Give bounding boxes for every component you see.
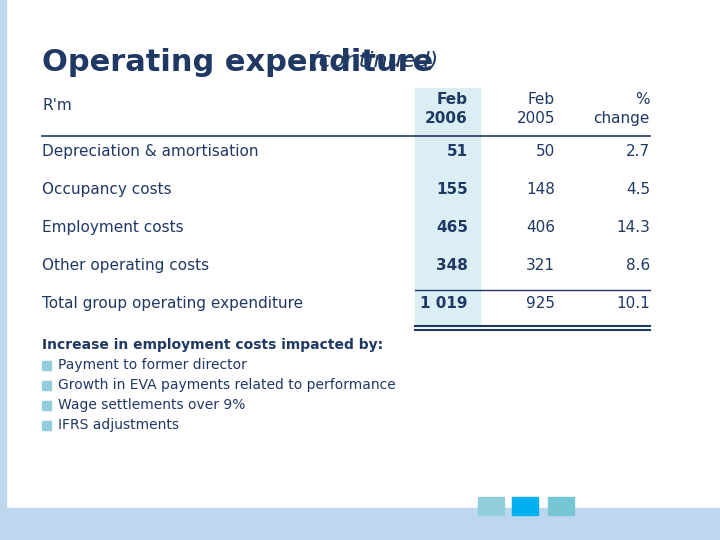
Text: 2.7: 2.7 <box>626 144 650 159</box>
Text: 348: 348 <box>436 258 468 273</box>
Text: %
change: % change <box>593 92 650 126</box>
Bar <box>478 497 504 515</box>
Bar <box>42 421 51 430</box>
Text: 148: 148 <box>526 182 555 197</box>
Text: 4.5: 4.5 <box>626 182 650 197</box>
Text: 155: 155 <box>436 182 468 197</box>
Bar <box>512 497 538 515</box>
Text: 51: 51 <box>447 144 468 159</box>
Text: Occupancy costs: Occupancy costs <box>42 182 171 197</box>
Text: 406: 406 <box>526 220 555 235</box>
Text: Wage settlements over 9%: Wage settlements over 9% <box>58 398 246 412</box>
Bar <box>42 361 51 370</box>
Bar <box>0 0 6 540</box>
Text: Total group operating expenditure: Total group operating expenditure <box>42 296 303 311</box>
Bar <box>415 88 480 326</box>
Text: Feb
2006: Feb 2006 <box>426 92 468 126</box>
Text: Increase in employment costs impacted by:: Increase in employment costs impacted by… <box>42 338 383 352</box>
Text: Other operating costs: Other operating costs <box>42 258 209 273</box>
Text: Employment costs: Employment costs <box>42 220 184 235</box>
Bar <box>0 508 720 540</box>
Text: R'm: R'm <box>42 98 72 113</box>
Text: Feb
2005: Feb 2005 <box>516 92 555 126</box>
Text: 321: 321 <box>526 258 555 273</box>
Text: 10.1: 10.1 <box>616 296 650 311</box>
Text: Payment to former director: Payment to former director <box>58 358 247 372</box>
Bar <box>42 381 51 390</box>
Bar <box>548 497 574 515</box>
Text: 925: 925 <box>526 296 555 311</box>
Text: 8.6: 8.6 <box>626 258 650 273</box>
Text: 14.3: 14.3 <box>616 220 650 235</box>
Text: Depreciation & amortisation: Depreciation & amortisation <box>42 144 258 159</box>
Text: 1 019: 1 019 <box>420 296 468 311</box>
Text: (continued): (continued) <box>310 51 438 71</box>
Text: Growth in EVA payments related to performance: Growth in EVA payments related to perfor… <box>58 378 396 392</box>
Text: 50: 50 <box>536 144 555 159</box>
Text: Operating expenditure: Operating expenditure <box>42 48 433 77</box>
Text: 465: 465 <box>436 220 468 235</box>
Bar <box>42 401 51 410</box>
Text: IFRS adjustments: IFRS adjustments <box>58 418 179 432</box>
